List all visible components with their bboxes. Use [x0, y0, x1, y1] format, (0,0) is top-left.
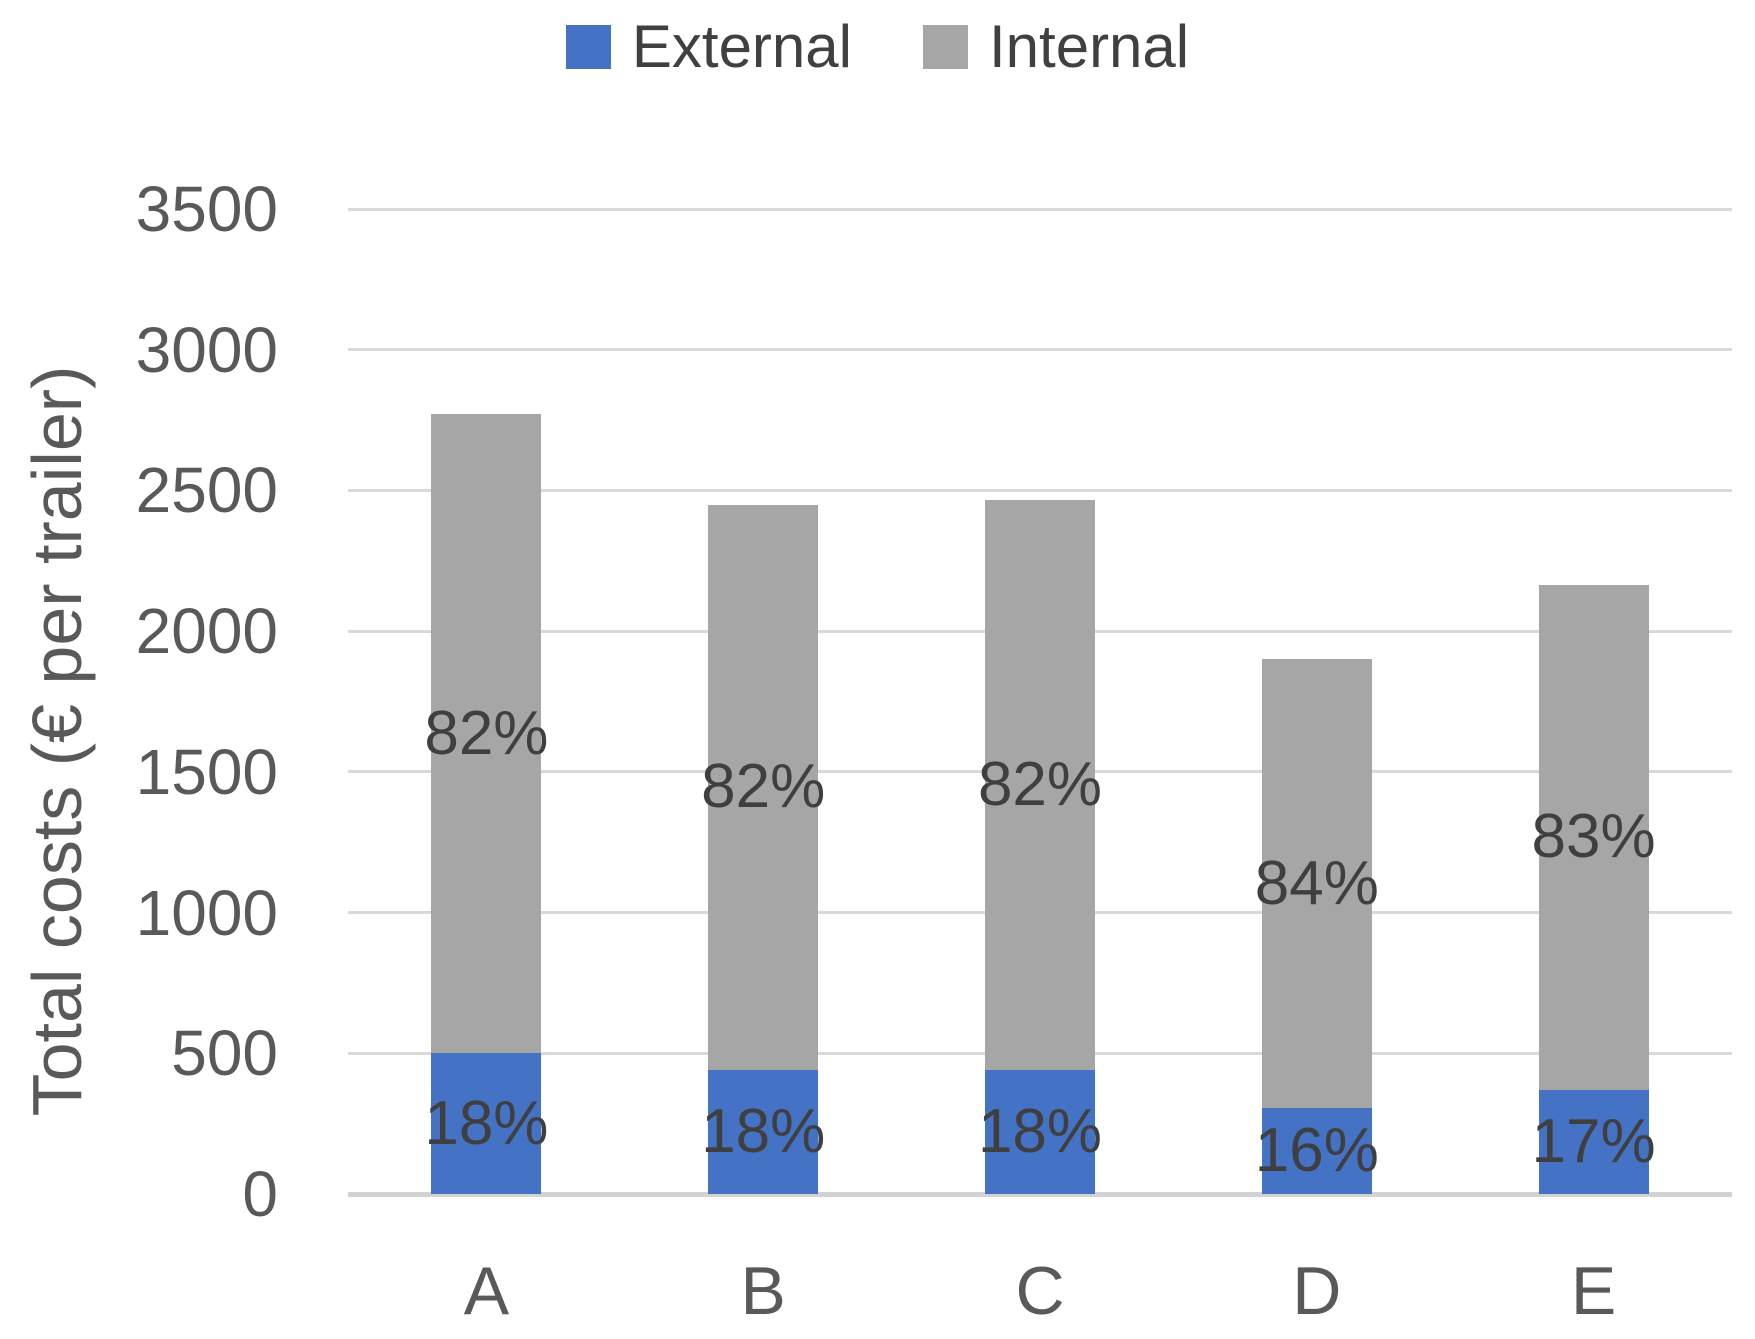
bar-segment-external-B — [708, 1070, 819, 1194]
data-label-external-C: 18% — [977, 1097, 1103, 1167]
data-label-internal-A: 82% — [424, 698, 549, 768]
gridline — [348, 488, 1732, 492]
y-tick-label: 500 — [171, 1017, 278, 1090]
data-label-external-D: 16% — [1254, 1116, 1379, 1186]
data-label-internal-E: 83% — [1531, 802, 1656, 872]
legend-item-external: External — [565, 13, 852, 80]
y-tick-label: 1000 — [135, 876, 278, 949]
bar-segment-external-D — [1261, 1108, 1372, 1194]
legend-item-internal: Internal — [922, 13, 1190, 80]
x-category-label-B: B — [740, 1253, 786, 1329]
legend-swatch-internal — [922, 25, 968, 69]
gridline — [348, 207, 1732, 211]
data-label-external-A: 18% — [424, 1088, 549, 1158]
bar-segment-external-C — [985, 1070, 1095, 1194]
y-tick-label: 1500 — [135, 735, 278, 808]
bar-segment-external-E — [1538, 1089, 1649, 1194]
y-tick-label: 2500 — [135, 454, 278, 527]
bar-segment-internal-B — [708, 504, 819, 1071]
data-label-internal-C: 82% — [977, 750, 1103, 820]
data-label-external-E: 17% — [1531, 1106, 1656, 1176]
y-tick-label: 2000 — [135, 595, 278, 668]
bar-segment-internal-E — [1538, 584, 1649, 1090]
y-tick-label: 3000 — [135, 313, 278, 386]
x-category-label-C: C — [1015, 1253, 1065, 1329]
y-tick-label: 0 — [242, 1158, 278, 1230]
data-label-internal-B: 82% — [701, 752, 826, 822]
legend-label: Internal — [988, 13, 1190, 80]
x-category-label-E: E — [1570, 1253, 1617, 1329]
bar-segment-external-A — [431, 1053, 542, 1194]
x-axis-line — [348, 1192, 1732, 1197]
bar-segment-internal-D — [1261, 659, 1372, 1109]
data-label-external-B: 18% — [701, 1097, 826, 1167]
y-tick-label: 3500 — [135, 173, 278, 245]
bar-segment-internal-A — [431, 414, 542, 1054]
legend-swatch-external — [565, 25, 611, 69]
legend-label: External — [631, 13, 852, 80]
x-category-label-A: A — [463, 1253, 510, 1329]
data-label-internal-D: 84% — [1254, 848, 1379, 918]
gridline — [348, 348, 1732, 352]
legend: External Internal — [0, 8, 1755, 86]
x-category-label-D: D — [1292, 1253, 1342, 1329]
bar-segment-internal-C — [985, 500, 1095, 1071]
